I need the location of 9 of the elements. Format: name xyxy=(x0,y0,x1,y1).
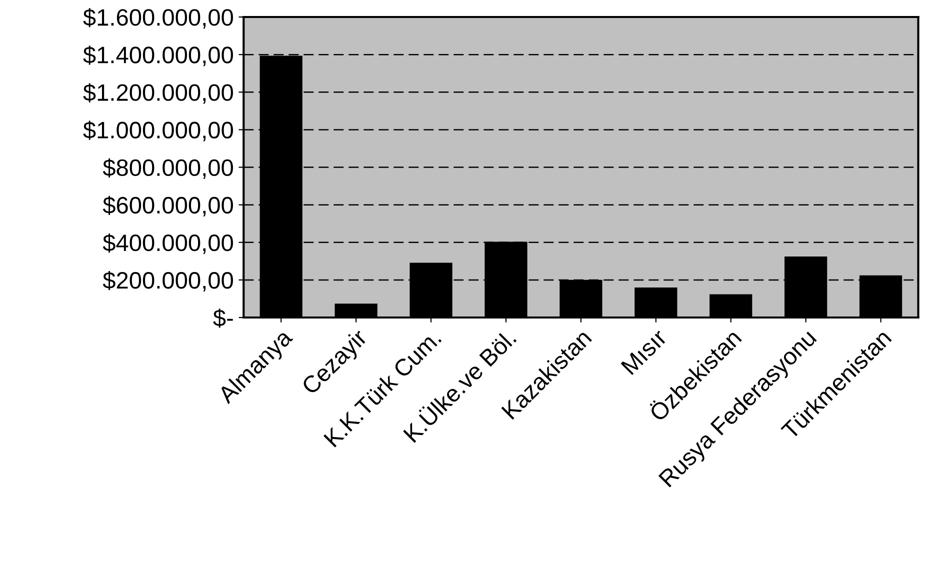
y-tick-label: $1.000.000,00 xyxy=(83,120,233,142)
y-tick-label: $800.000,00 xyxy=(102,158,233,179)
y-tick-label: $400.000,00 xyxy=(102,233,233,254)
y-tick-label: $600.000,00 xyxy=(102,196,233,216)
y-tick-label: $- xyxy=(213,308,233,328)
y-tick-label: $1.400.000,00 xyxy=(83,46,233,66)
y-tick-label: $1.600.000,00 xyxy=(83,8,233,29)
y-tick-label: $200.000,00 xyxy=(102,271,233,292)
y-tick-label: $1.200.000,00 xyxy=(83,83,233,104)
